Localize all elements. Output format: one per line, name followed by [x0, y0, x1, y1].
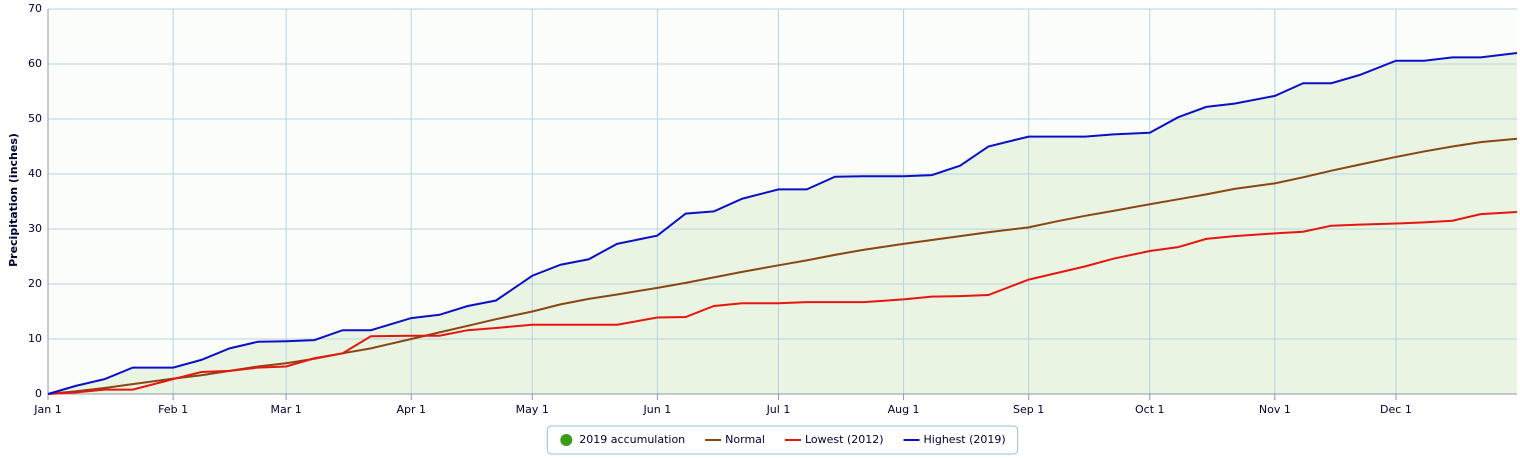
x-tick-label: Dec 1	[1380, 403, 1412, 416]
x-tick-label: Nov 1	[1259, 403, 1291, 416]
legend-label: Lowest (2012)	[805, 433, 884, 446]
x-tick-label: Oct 1	[1135, 403, 1165, 416]
line	[47, 52, 1518, 395]
line	[47, 137, 1518, 395]
x-tick-label: Sep 1	[1013, 403, 1044, 416]
legend-items: 2019 accumulation Normal Lowest (2012) High…	[560, 433, 1006, 446]
legend-label: Highest (2019)	[924, 433, 1006, 446]
x-tick-label: Jun 1	[643, 403, 672, 416]
x-tick-label: Feb 1	[158, 403, 188, 416]
x-tick-label: Apr 1	[396, 403, 426, 416]
y-tick-label: 60	[28, 57, 42, 70]
y-tick-label: 50	[28, 112, 42, 125]
legend-label: Normal	[725, 433, 765, 446]
y-tick-label: 10	[28, 332, 42, 345]
x-tick-label: Jul 1	[766, 403, 791, 416]
x-tick-label: May 1	[516, 403, 549, 416]
y-tick-label: 0	[35, 387, 42, 400]
x-tick-label: Mar 1	[270, 403, 301, 416]
y-tick-label: 20	[28, 277, 42, 290]
line	[47, 210, 1518, 395]
legend-label: 2019 accumulation	[579, 433, 685, 446]
y-axis-label: Precipitation (inches)	[7, 133, 20, 267]
x-tick-label: Aug 1	[888, 403, 920, 416]
y-tick-label: 30	[28, 222, 42, 235]
y-tick-label: 70	[28, 2, 42, 15]
x-tick-label: Jan 1	[33, 403, 61, 416]
legend-symbol	[560, 434, 573, 446]
y-tick-label: 40	[28, 167, 42, 180]
legend	[546, 425, 1019, 455]
